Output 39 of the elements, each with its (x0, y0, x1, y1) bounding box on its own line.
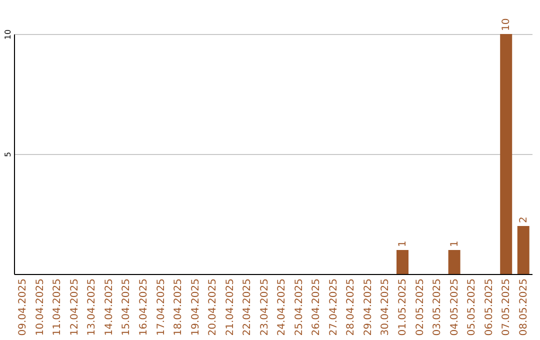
x-tick-label: 06.05.2025 (484, 278, 495, 336)
x-tick-label: 24.04.2025 (276, 278, 288, 336)
data-label: 1 (398, 240, 408, 247)
bar (396, 250, 408, 274)
x-tick-label: 01.05.2025 (398, 278, 408, 336)
x-tick-label: 30.04.2025 (380, 278, 392, 336)
x-tick-label: 07.05.2025 (501, 278, 512, 336)
x-tick-label: 25.04.2025 (294, 278, 305, 336)
x-tick-label: 08.05.2025 (518, 278, 530, 336)
x-tick-label: 15.04.2025 (121, 278, 132, 336)
x-tick-label: 28.04.2025 (346, 278, 357, 336)
x-tick-label: 03.05.2025 (432, 278, 444, 336)
x-tick-label: 05.05.2025 (466, 278, 478, 336)
x-tick-label: 04.05.2025 (449, 278, 460, 336)
x-tick-label: 20.04.2025 (208, 278, 219, 336)
bar (517, 226, 530, 274)
bar (448, 250, 460, 274)
x-tick-label: 23.04.2025 (259, 278, 270, 336)
data-label: 10 (501, 18, 512, 31)
x-tick-label: 10.04.2025 (34, 278, 46, 336)
x-tick-label: 29.04.2025 (362, 278, 374, 336)
x-tick-label: 14.04.2025 (104, 278, 115, 336)
x-tick-label: 12.04.2025 (69, 278, 80, 336)
x-tick-label: 17.04.2025 (156, 278, 167, 336)
x-tick-label: 11.04.2025 (52, 278, 64, 336)
x-tick-label: 19.04.2025 (190, 278, 202, 336)
x-tick-label: 18.04.2025 (173, 278, 184, 336)
x-tick-label: 22.04.2025 (242, 278, 254, 336)
y-tick-label: 5 (4, 152, 12, 158)
bar (500, 34, 512, 274)
x-tick-label: 09.04.2025 (18, 278, 29, 336)
x-tick-label: 02.05.2025 (414, 278, 426, 336)
x-tick-label: 27.04.2025 (328, 278, 340, 336)
x-tick-label: 26.04.2025 (311, 278, 322, 336)
x-tick-label: 16.04.2025 (138, 278, 150, 336)
data-label: 2 (518, 216, 530, 223)
x-tick-label: 21.04.2025 (224, 278, 236, 336)
data-label: 1 (449, 240, 460, 247)
x-tick-label: 13.04.2025 (86, 278, 98, 336)
